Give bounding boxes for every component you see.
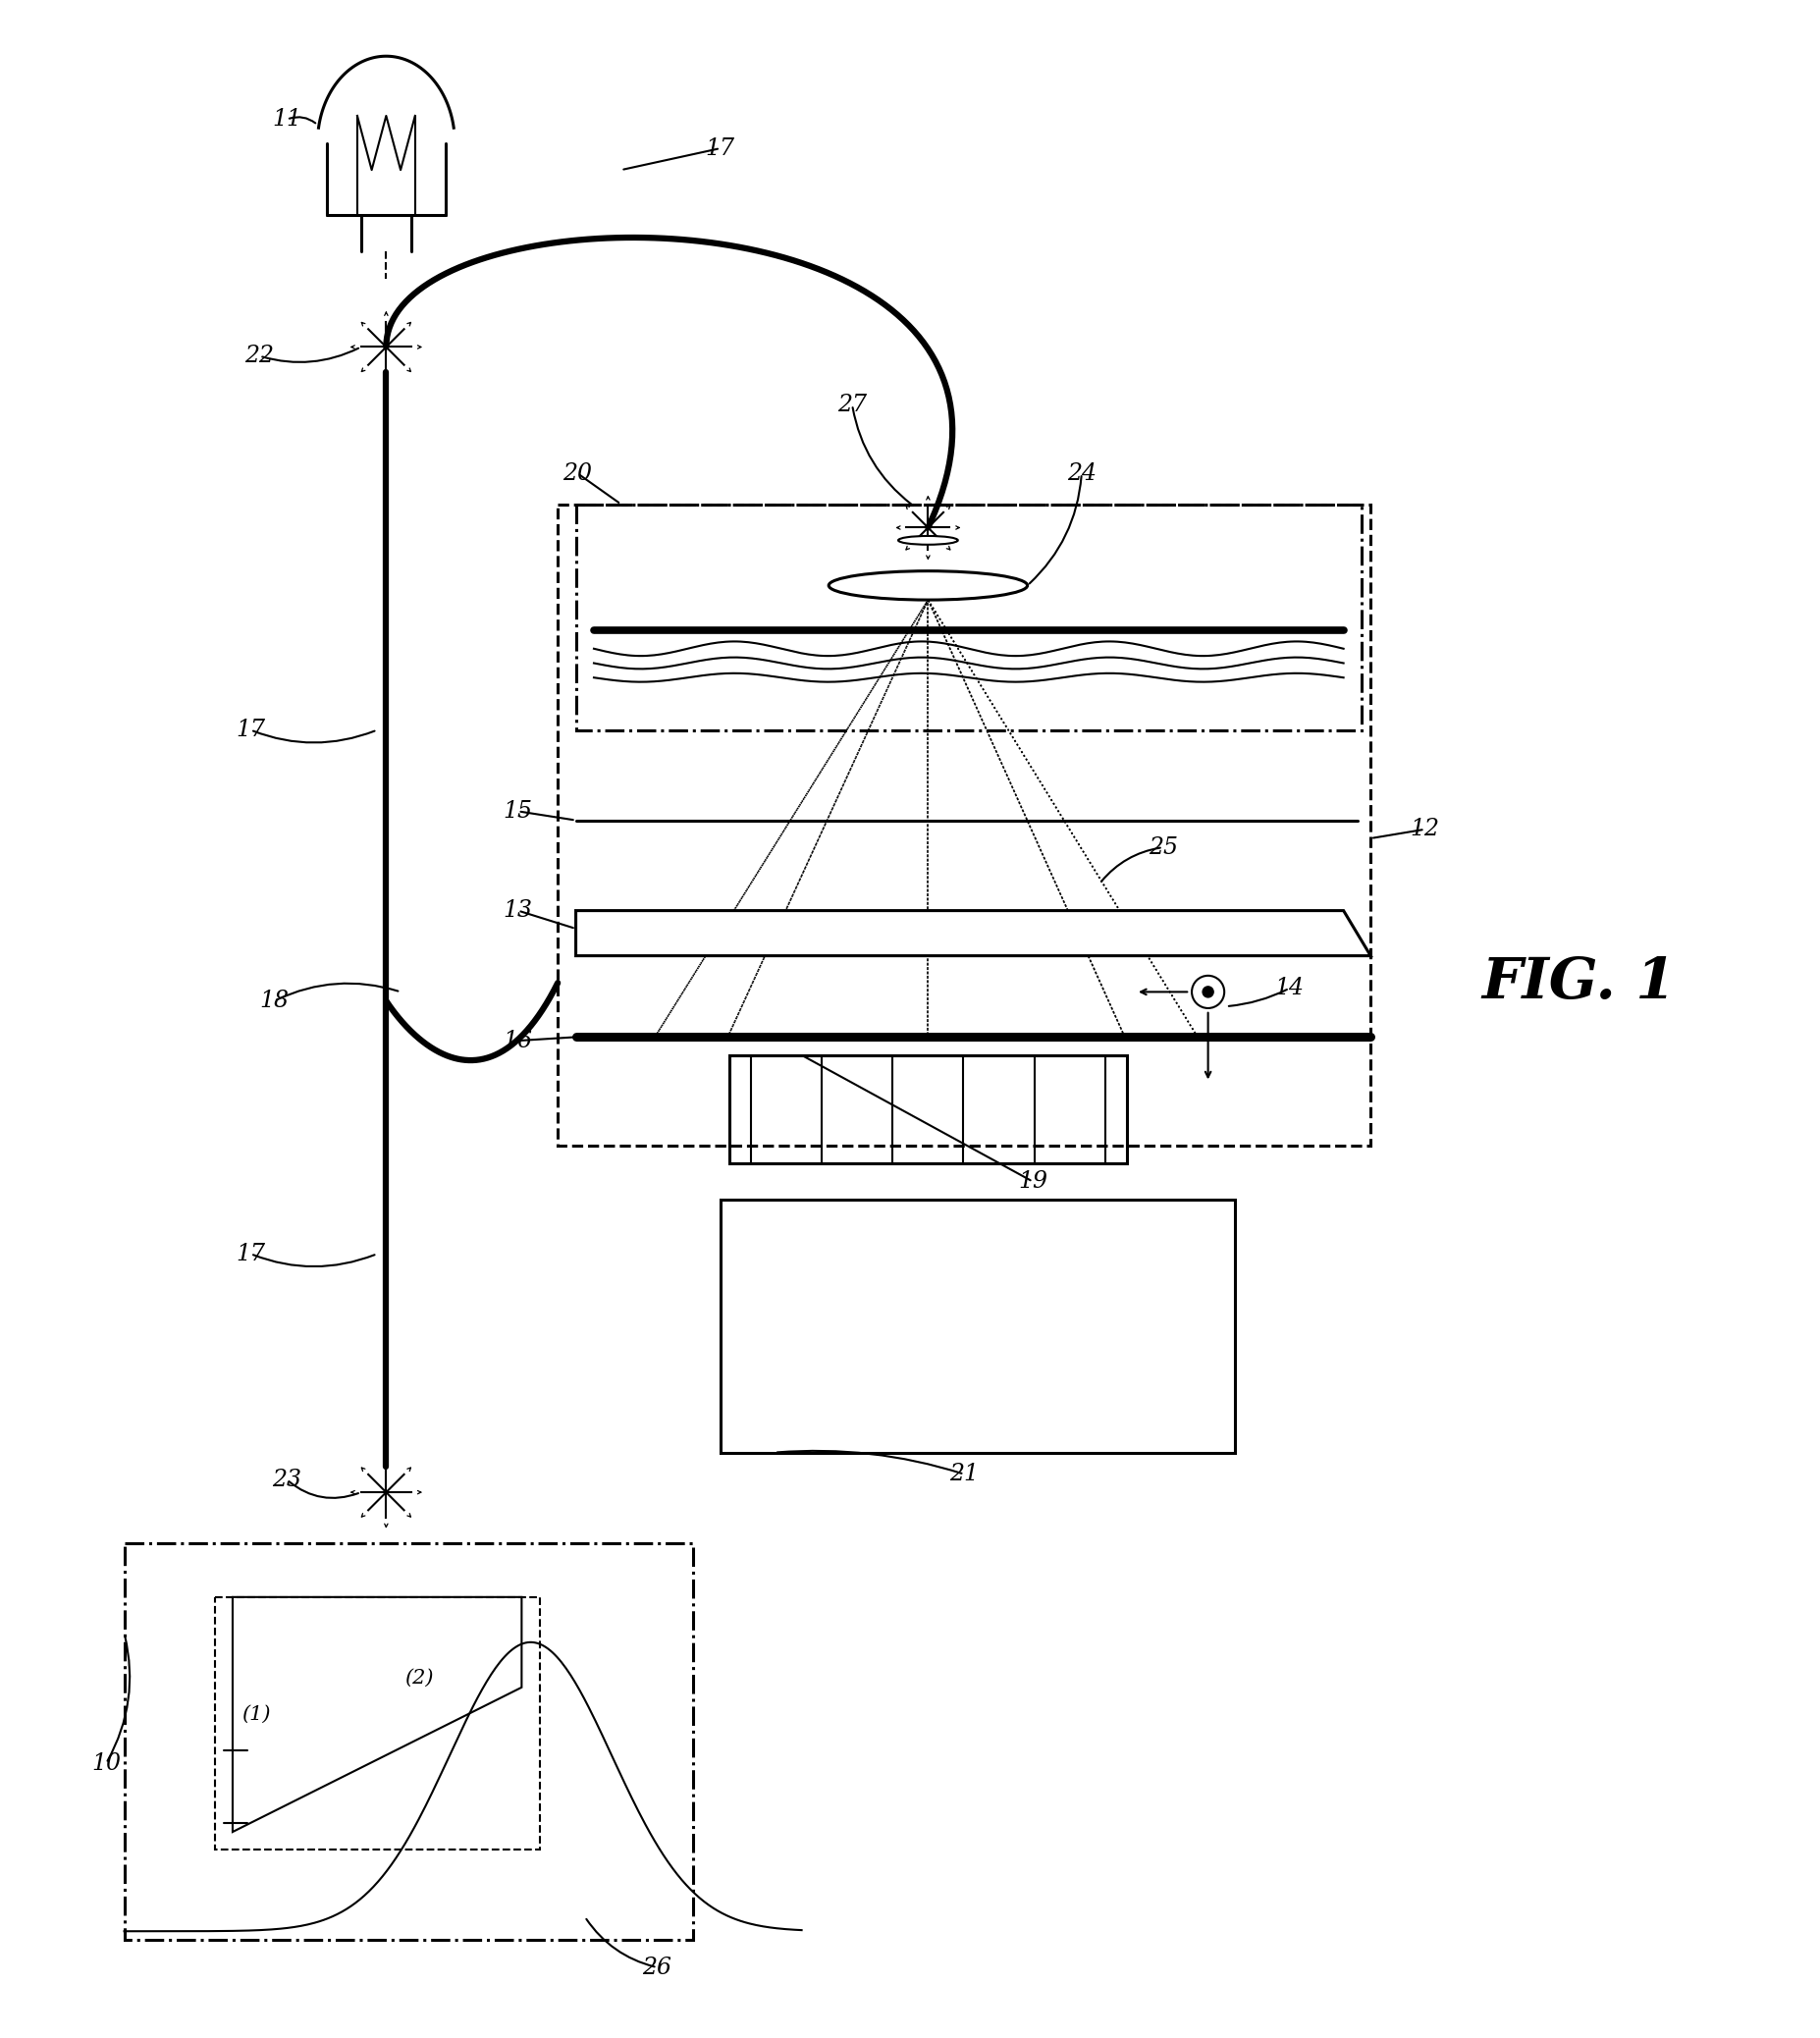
Ellipse shape <box>828 571 1028 599</box>
Text: 20: 20 <box>562 463 592 485</box>
Text: 21: 21 <box>950 1463 979 1486</box>
Text: 17: 17 <box>706 137 735 159</box>
Text: 17: 17 <box>237 1243 266 1266</box>
Text: 13: 13 <box>504 899 533 921</box>
Text: 15: 15 <box>504 801 533 823</box>
Text: 19: 19 <box>1017 1170 1048 1192</box>
Text: 26: 26 <box>642 1956 672 1979</box>
Ellipse shape <box>899 536 957 544</box>
Text: 11: 11 <box>271 108 302 130</box>
Text: 18: 18 <box>260 990 289 1013</box>
Text: 12: 12 <box>1411 817 1440 840</box>
Text: 27: 27 <box>837 393 866 416</box>
Text: FIG. 1: FIG. 1 <box>1481 956 1676 1011</box>
Text: (1): (1) <box>242 1706 271 1724</box>
Text: 14: 14 <box>1274 976 1305 999</box>
Text: 22: 22 <box>246 344 275 367</box>
Circle shape <box>1203 986 1214 997</box>
Text: 17: 17 <box>237 719 266 742</box>
Text: 10: 10 <box>91 1753 120 1775</box>
Polygon shape <box>575 911 1370 956</box>
Text: 16: 16 <box>504 1029 533 1052</box>
Text: 23: 23 <box>271 1467 302 1492</box>
Text: 24: 24 <box>1067 463 1096 485</box>
Text: (2): (2) <box>404 1669 433 1687</box>
Text: 25: 25 <box>1148 836 1178 858</box>
